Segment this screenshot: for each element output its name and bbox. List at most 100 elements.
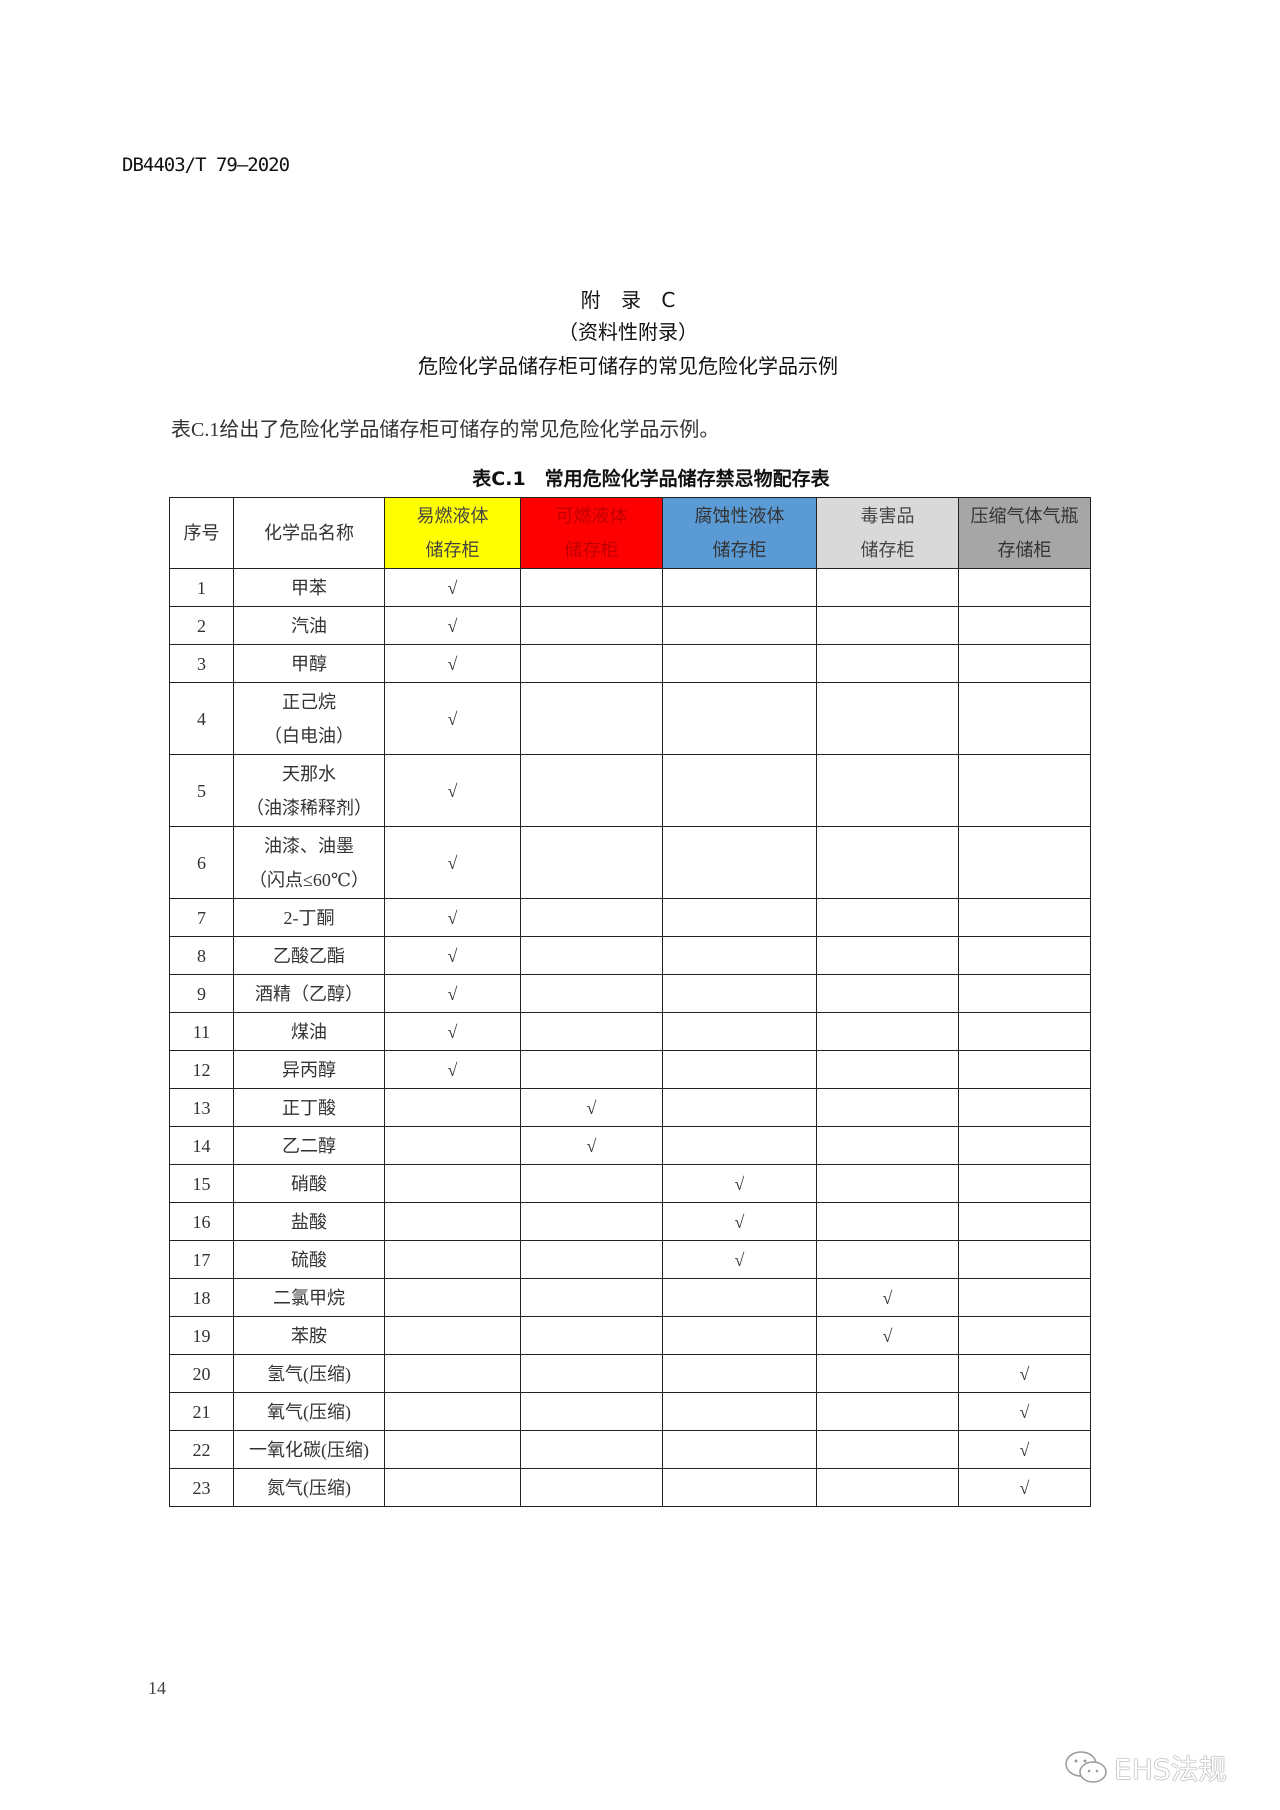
cell-text: 腐蚀性液体	[694, 506, 785, 526]
cabinet-cell: √	[520, 1126, 663, 1165]
row-number: 20	[169, 1354, 234, 1393]
cabinet-cell	[958, 936, 1091, 975]
cell-text: 正丁酸	[282, 1097, 336, 1118]
chemical-name: 盐酸	[233, 1202, 385, 1241]
cabinet-cell: √	[662, 1240, 817, 1279]
cabinet-cell	[816, 1240, 959, 1279]
cabinet-cell	[958, 898, 1091, 937]
cell-text: 硝酸	[291, 1173, 327, 1194]
cabinet-cell	[816, 826, 959, 899]
cabinet-cell	[384, 1354, 521, 1393]
column-header: 序号	[169, 497, 234, 569]
chemical-name: 甲醇	[233, 644, 385, 683]
row-number: 17	[169, 1240, 234, 1279]
chemical-storage-table: 序号 化学品名称 易燃液体 储存柜 可燃液体 储存柜 腐蚀性液体 储存柜 毒害品 储存柜 压缩气体气…	[169, 497, 1091, 1507]
column-header: 毒害品 储存柜	[816, 497, 959, 569]
chemical-name: 2-丁酮	[233, 898, 385, 937]
cabinet-cell	[384, 1240, 521, 1279]
cell-text: 盐酸	[291, 1211, 327, 1232]
row-number: 12	[169, 1050, 234, 1089]
cabinet-cell	[384, 1468, 521, 1507]
cabinet-cell	[520, 754, 663, 827]
cell-text: 序号	[183, 523, 220, 543]
cabinet-cell	[958, 1050, 1091, 1089]
cabinet-cell	[662, 568, 817, 607]
cabinet-cell	[662, 1050, 817, 1089]
row-number: 3	[169, 644, 234, 683]
cabinet-cell	[958, 568, 1091, 607]
watermark: EHS法规	[1064, 1748, 1227, 1788]
cell-text: 氧气(压缩)	[267, 1401, 351, 1422]
cabinet-cell	[384, 1430, 521, 1469]
cell-text: 储存柜	[425, 540, 480, 560]
chemical-name: 异丙醇	[233, 1050, 385, 1089]
row-number: 1	[169, 568, 234, 607]
cabinet-cell: √	[662, 1164, 817, 1203]
row-number: 8	[169, 936, 234, 975]
cabinet-cell	[662, 1126, 817, 1165]
check-mark: √	[882, 1287, 893, 1308]
cabinet-cell: √	[384, 754, 521, 827]
cabinet-cell	[958, 606, 1091, 645]
cabinet-cell	[816, 644, 959, 683]
cell-text: 氢气(压缩)	[267, 1363, 351, 1384]
row-number: 15	[169, 1164, 234, 1203]
column-header: 压缩气体气瓶 存储柜	[958, 497, 1091, 569]
cabinet-cell	[816, 974, 959, 1013]
cabinet-cell: √	[384, 974, 521, 1013]
cabinet-cell	[958, 1240, 1091, 1279]
check-mark: √	[447, 780, 458, 801]
row-number: 7	[169, 898, 234, 937]
check-mark: √	[1019, 1439, 1030, 1460]
cabinet-cell	[520, 1354, 663, 1393]
cabinet-cell: √	[816, 1278, 959, 1317]
check-mark: √	[882, 1325, 893, 1346]
chemical-name: 氢气(压缩)	[233, 1354, 385, 1393]
cabinet-cell	[520, 1164, 663, 1203]
cabinet-cell	[384, 1164, 521, 1203]
cabinet-cell: √	[958, 1430, 1091, 1469]
cabinet-cell	[816, 606, 959, 645]
appendix-subtitle: （资料性附录）	[558, 320, 698, 344]
cabinet-cell	[520, 1278, 663, 1317]
table-row: 4 正己烷 （白电油） √	[169, 682, 1091, 755]
table-caption: 表C.1 常用危险化学品储存禁忌物配存表	[472, 468, 830, 490]
cabinet-cell	[520, 606, 663, 645]
check-mark: √	[586, 1135, 597, 1156]
cell-text: （油漆稀释剂）	[246, 797, 372, 818]
cabinet-cell: √	[384, 936, 521, 975]
cabinet-cell	[958, 1316, 1091, 1355]
cabinet-cell	[662, 1088, 817, 1127]
cabinet-cell	[958, 974, 1091, 1013]
table-row: 17 硫酸 √	[169, 1240, 1091, 1279]
cell-text: 存储柜	[997, 540, 1052, 560]
table-row: 14 乙二醇 √	[169, 1126, 1091, 1165]
cabinet-cell: √	[384, 644, 521, 683]
cell-text: 一氧化碳(压缩)	[249, 1439, 369, 1460]
cell-text: 苯胺	[291, 1325, 327, 1346]
table-row: 15 硝酸 √	[169, 1164, 1091, 1203]
cell-text: 毒害品	[860, 506, 915, 526]
cell-text: 储存柜	[860, 540, 915, 560]
chemical-name: 乙二醇	[233, 1126, 385, 1165]
cell-text: 可燃液体	[555, 506, 628, 526]
check-mark: √	[447, 1059, 458, 1080]
table-row: 13 正丁酸 √	[169, 1088, 1091, 1127]
cabinet-cell	[816, 1354, 959, 1393]
row-number: 22	[169, 1430, 234, 1469]
table-row: 23 氮气(压缩) √	[169, 1468, 1091, 1507]
cabinet-cell	[816, 898, 959, 937]
cabinet-cell	[662, 1392, 817, 1431]
cabinet-cell: √	[384, 898, 521, 937]
cabinet-cell	[816, 1468, 959, 1507]
cabinet-cell	[384, 1278, 521, 1317]
table-row: 18 二氯甲烷 √	[169, 1278, 1091, 1317]
document-id: DB4403/T 79—2020	[122, 154, 290, 176]
chemical-name: 煤油	[233, 1012, 385, 1051]
table-row: 9 酒精（乙醇） √	[169, 974, 1091, 1013]
cell-text: 2-丁酮	[283, 907, 335, 928]
cabinet-cell: √	[384, 606, 521, 645]
check-mark: √	[734, 1211, 745, 1232]
table-row: 7 2-丁酮 √	[169, 898, 1091, 937]
cabinet-cell	[816, 568, 959, 607]
